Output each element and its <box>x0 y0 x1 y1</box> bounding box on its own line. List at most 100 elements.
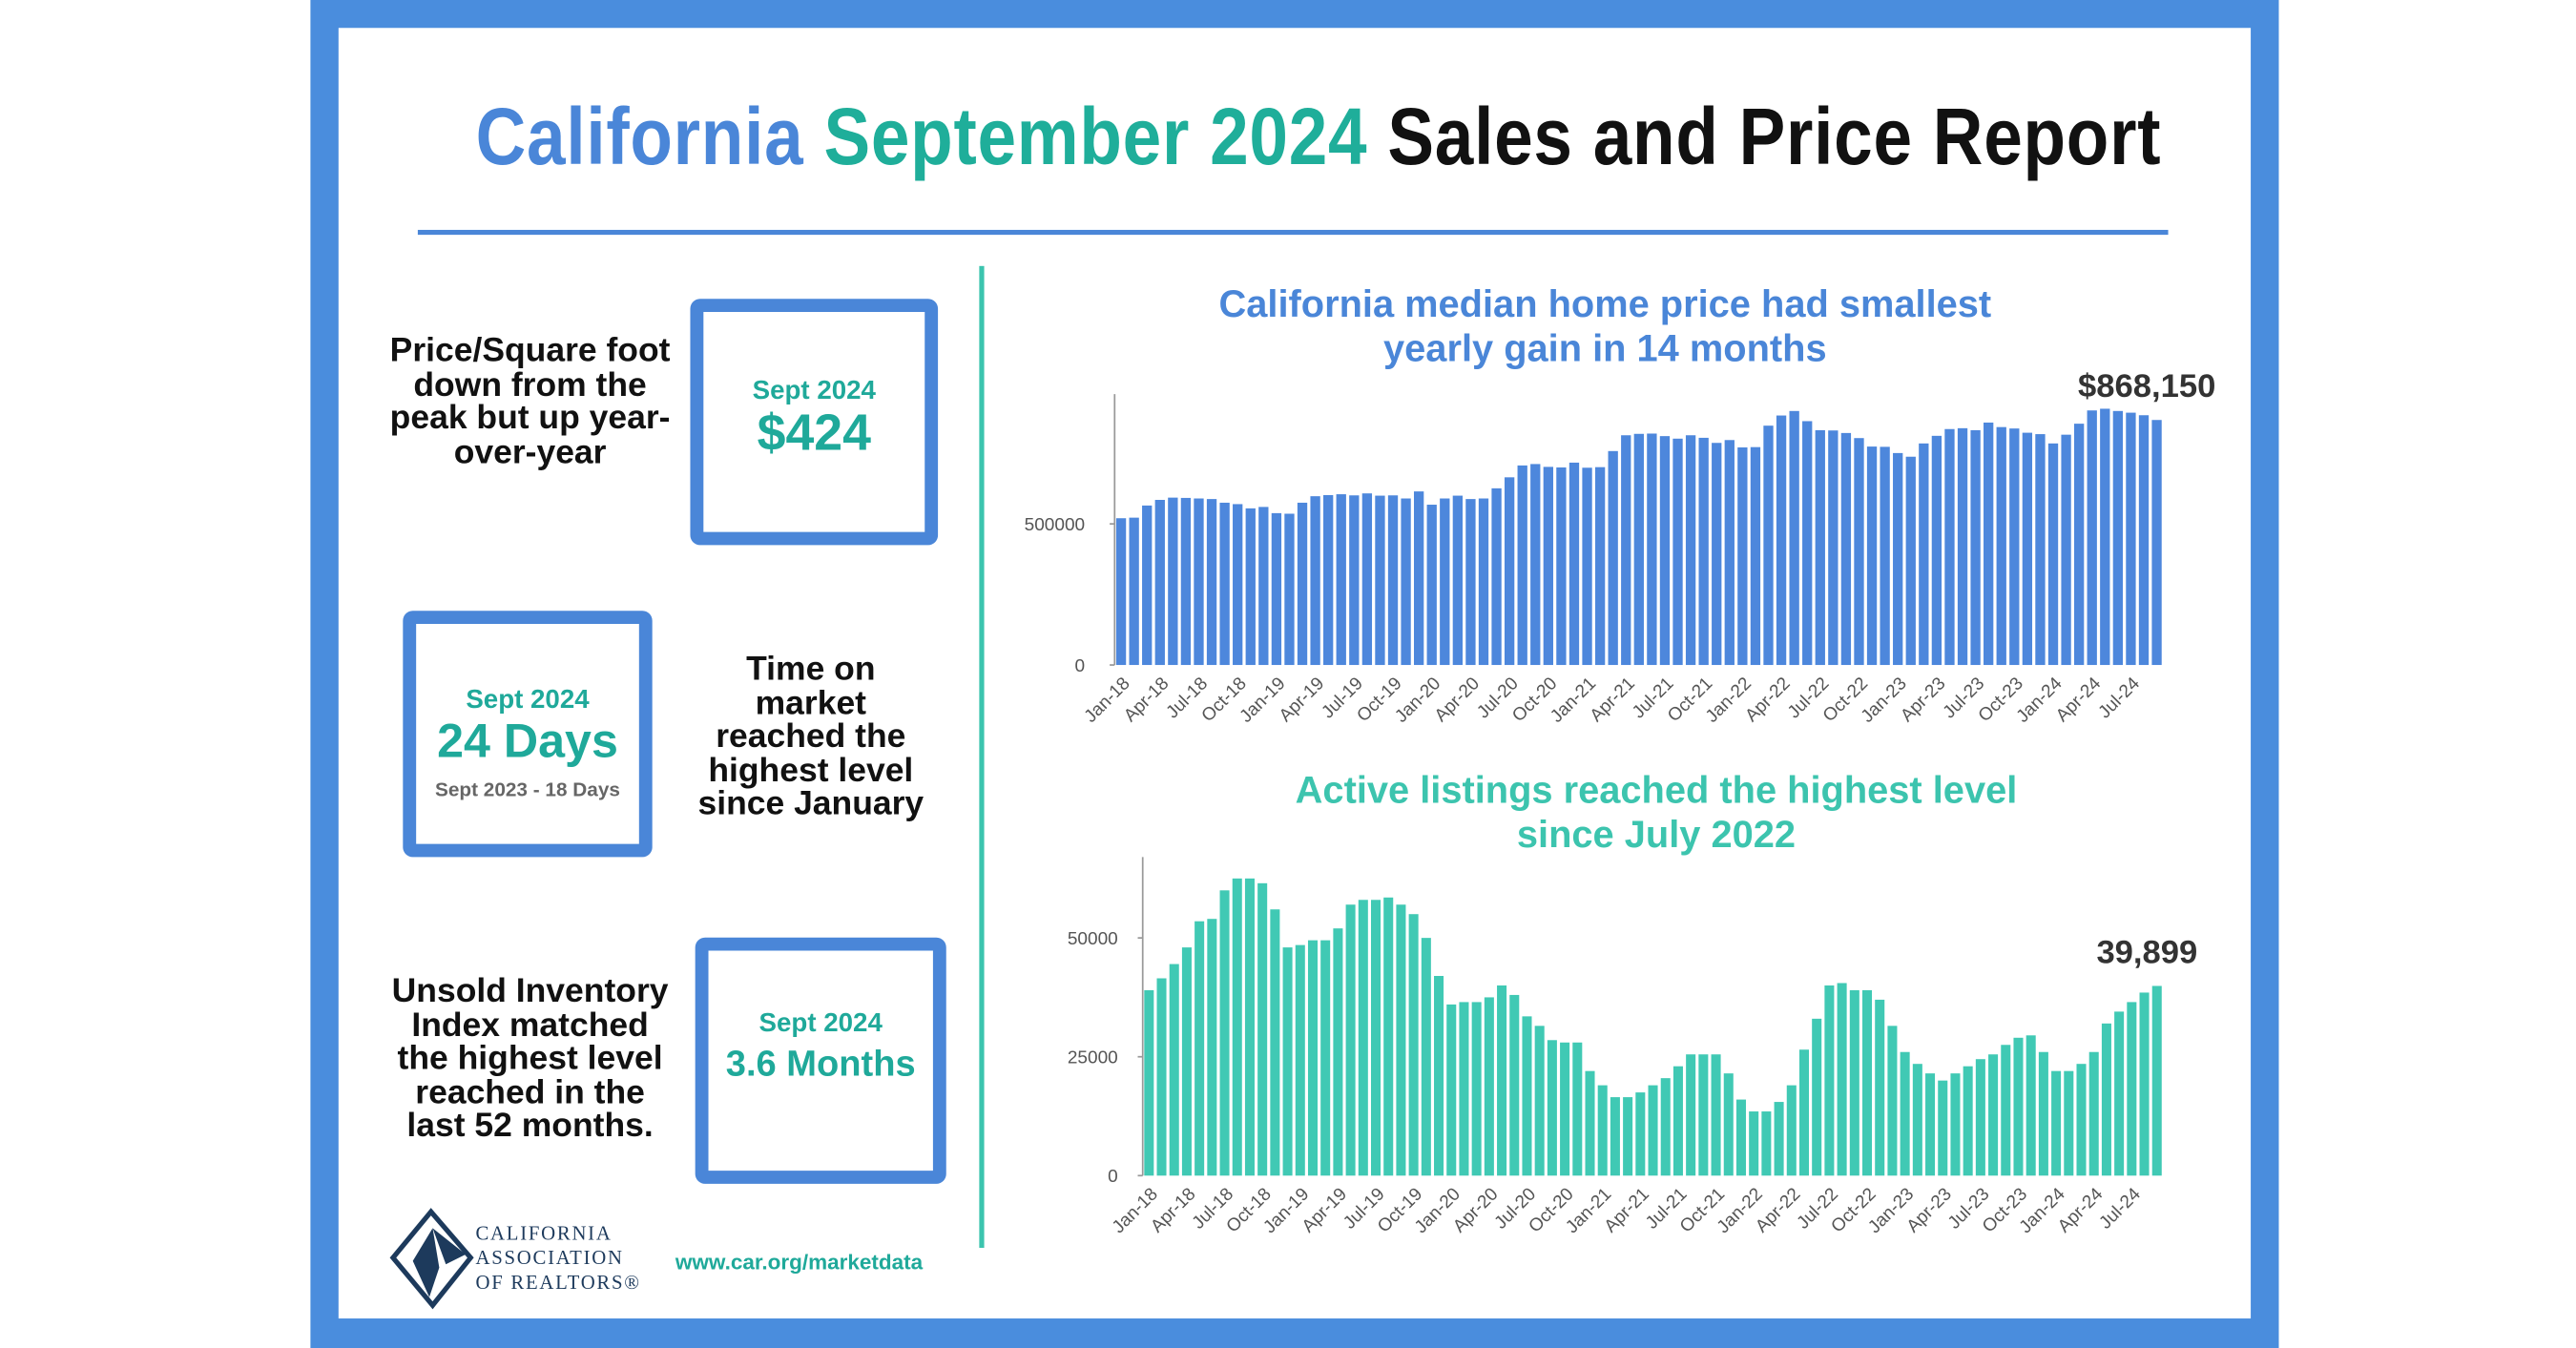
bar <box>1621 435 1631 666</box>
y-tick-label: 500000 <box>1025 515 1085 535</box>
stat-box: Sept 2024 $424 <box>690 299 939 546</box>
bar <box>1686 1054 1696 1176</box>
bar <box>1648 1085 1658 1176</box>
bar <box>1900 1051 1910 1176</box>
panel-text: Price/Square foot down from the peak but… <box>389 331 671 471</box>
bar <box>1333 928 1343 1176</box>
bar <box>2022 432 2033 666</box>
bar <box>1912 1064 1922 1176</box>
bar <box>2073 424 2085 666</box>
bar <box>1786 1085 1797 1176</box>
chart-title: California median home price had smalles… <box>1218 282 1992 370</box>
bar <box>2076 1064 2087 1176</box>
bar <box>1712 443 1722 666</box>
bar <box>2013 1037 2024 1176</box>
bar <box>1633 433 1644 666</box>
bar <box>1336 494 1346 666</box>
bar <box>1370 900 1381 1176</box>
logo-mark <box>389 1208 474 1310</box>
bar <box>1776 415 1787 666</box>
bar <box>2087 410 2097 666</box>
panel-text: Time on market reached the highest level… <box>697 650 924 823</box>
bar <box>1509 994 1520 1176</box>
bar <box>1181 947 1192 1176</box>
bar <box>1840 432 1852 666</box>
title-part: September 2024 <box>823 93 1368 183</box>
url[interactable]: www.car.org/marketdata <box>675 1249 924 1275</box>
bar <box>1310 496 1320 666</box>
bar <box>1434 976 1444 1176</box>
bar <box>1361 493 1373 666</box>
bar <box>1168 497 1178 666</box>
bar <box>1798 1049 1810 1176</box>
bar <box>1893 452 1903 666</box>
bar <box>1556 467 1567 666</box>
bar <box>1471 1002 1482 1176</box>
bar <box>1547 1040 1557 1176</box>
bar <box>1401 498 1411 666</box>
bar <box>1944 428 1955 666</box>
x-tick-label: Jan-18 <box>1081 674 1134 727</box>
bar <box>2101 1023 2111 1176</box>
bar <box>1685 435 1696 666</box>
bar <box>1323 494 1334 666</box>
bar <box>2009 428 2020 666</box>
bar <box>2064 1070 2074 1176</box>
bar <box>2151 420 2162 666</box>
bar <box>1440 498 1450 666</box>
bar <box>1530 464 1541 666</box>
bar <box>1459 1002 1469 1176</box>
box-label: Sept 2024 <box>466 686 590 715</box>
bar <box>1284 513 1295 666</box>
bar <box>1735 1099 1746 1176</box>
bar <box>1129 517 1139 666</box>
bar <box>2047 443 2059 666</box>
box-value: 3.6 Months <box>725 1042 916 1084</box>
bar <box>1491 487 1502 666</box>
y-tick-label: 0 <box>1108 1167 1118 1187</box>
bar <box>1963 1066 1973 1176</box>
bar <box>1749 1111 1759 1176</box>
bar <box>2061 434 2071 666</box>
bar <box>1849 989 1859 1176</box>
bar <box>1478 498 1489 666</box>
bar <box>2138 415 2150 666</box>
bar <box>1854 438 1864 666</box>
bar <box>1358 900 1368 1176</box>
bar <box>1698 437 1709 666</box>
bar <box>2025 1035 2036 1176</box>
bar <box>1957 427 1968 666</box>
bar <box>1828 430 1839 666</box>
bar <box>1724 440 1735 666</box>
bar <box>1802 421 1813 666</box>
bar <box>2139 992 2150 1176</box>
bar <box>1815 429 1825 666</box>
bar <box>1245 508 1256 666</box>
bar <box>1295 944 1305 1176</box>
bar <box>1905 456 1916 666</box>
bar <box>1984 422 1994 666</box>
bar <box>1568 462 1580 666</box>
bar <box>1154 499 1165 666</box>
logo-line: ASSOCIATION <box>475 1246 624 1270</box>
bar <box>2127 1002 2137 1176</box>
bar <box>1142 505 1153 666</box>
bar <box>2051 1070 2062 1176</box>
bar <box>1660 1078 1671 1176</box>
bar <box>2151 985 2162 1176</box>
bar <box>1635 1092 1646 1176</box>
bar <box>1270 909 1280 1176</box>
bar <box>1837 983 1847 1176</box>
bar <box>1925 1073 1936 1176</box>
box-note: Sept 2023 - 18 Days <box>434 778 620 801</box>
bar <box>1194 498 1204 666</box>
box-label: Sept 2024 <box>758 1009 883 1038</box>
bar <box>1465 499 1476 666</box>
bar <box>1761 1111 1772 1176</box>
bar <box>1585 1070 1595 1176</box>
bar <box>1297 502 1308 666</box>
stat-box: Sept 2024 3.6 Months <box>695 937 946 1184</box>
bar <box>1970 429 1981 666</box>
